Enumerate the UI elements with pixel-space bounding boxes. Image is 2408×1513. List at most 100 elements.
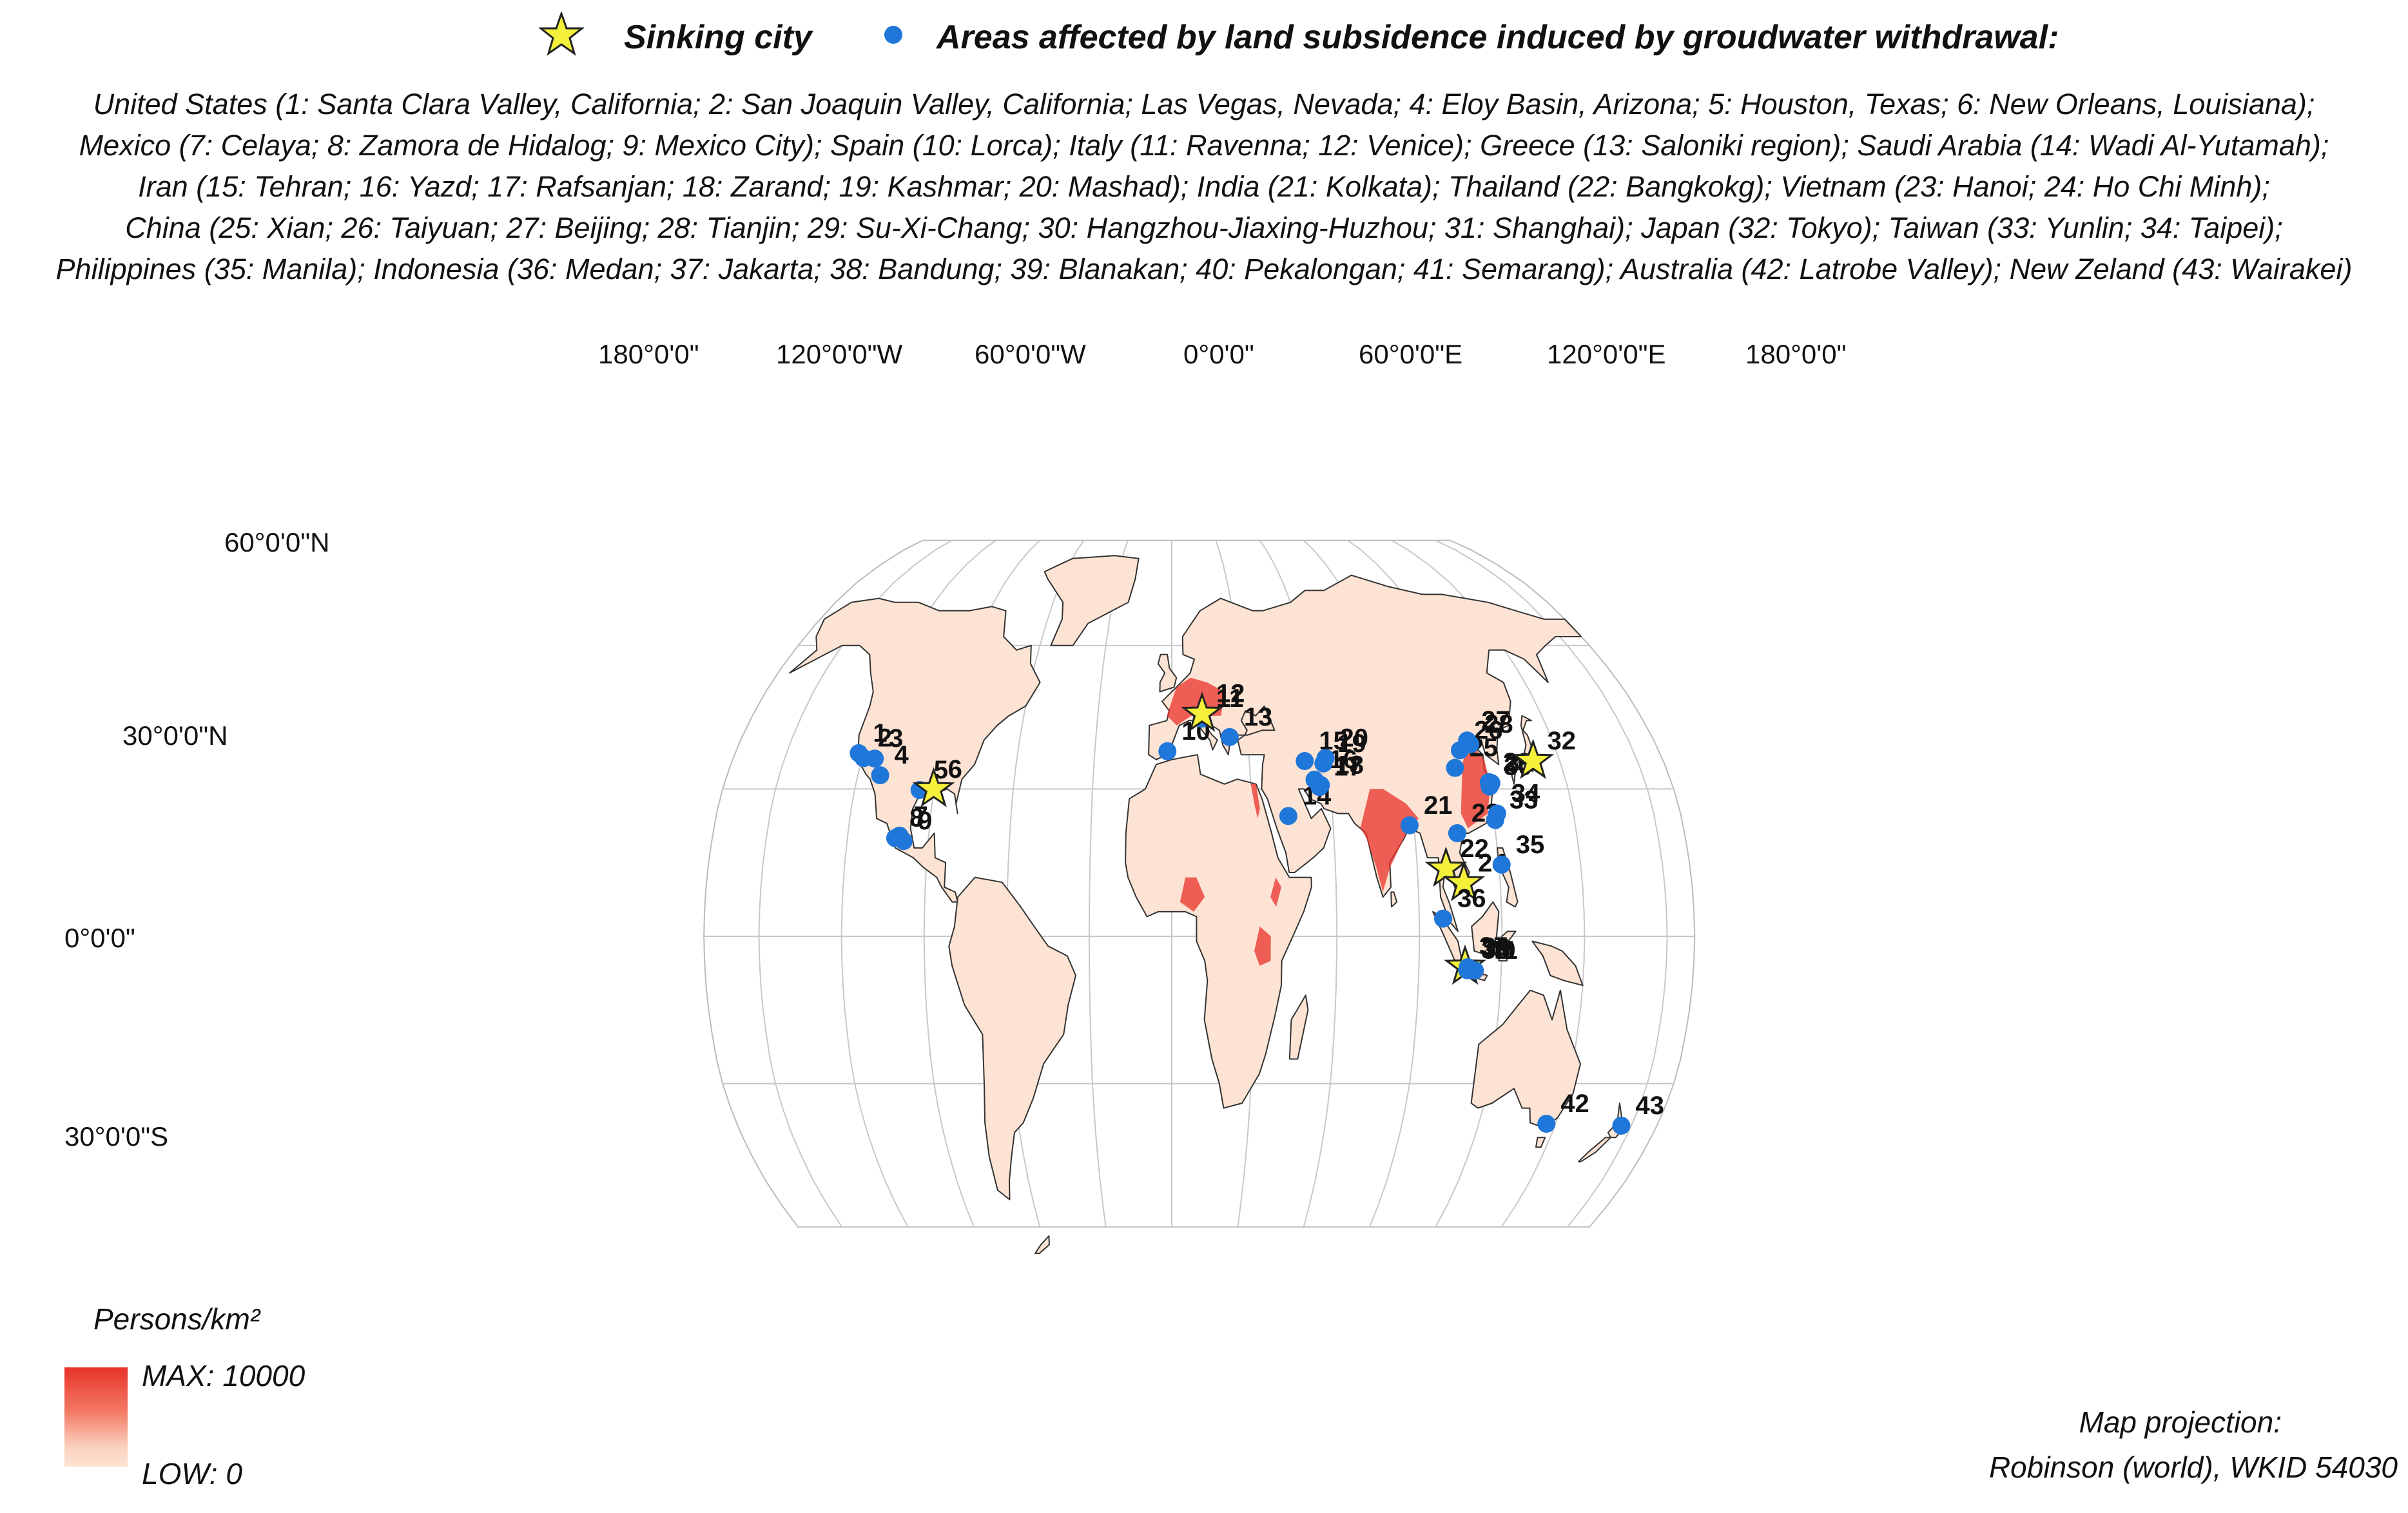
- subsidence-dot-icon: [1492, 855, 1511, 874]
- eurasia-landmass: [1148, 574, 1582, 932]
- ethiopia-density: [1270, 877, 1281, 907]
- site-number: 19: [1337, 729, 1366, 758]
- star-icon: [539, 12, 584, 56]
- site-marker: 4: [871, 741, 909, 785]
- site-marker: 36: [1434, 885, 1486, 928]
- subsidence-dot-icon: [1220, 728, 1239, 746]
- site-number: 6: [948, 755, 962, 784]
- site-number: 7: [914, 802, 928, 830]
- density-color-scale: [64, 1367, 128, 1467]
- subsidence-dot-icon: [1537, 1114, 1556, 1133]
- subsidence-dot-icon: [1466, 961, 1484, 980]
- longitude-label: 0°0'0": [1183, 339, 1254, 369]
- subsidence-dot-icon: [894, 832, 913, 851]
- sinking-city-star-icon: [1181, 691, 1223, 732]
- description-line: China (25: Xian; 26: Taiyuan; 27: Beijin…: [125, 211, 2283, 244]
- land-layer: [789, 555, 1628, 1255]
- site-number: 32: [1548, 727, 1577, 755]
- sinking-city-star-icon: [1442, 861, 1486, 901]
- site-number: 4: [895, 741, 909, 769]
- site-number: 8: [909, 804, 924, 833]
- subsidence-dot-icon: [1316, 749, 1335, 767]
- longitude-label: 60°0'0"E: [1359, 339, 1463, 369]
- subsidence-legend-label: Areas affected by land subsidence induce…: [937, 19, 2059, 56]
- projection-detail: Robinson (world), WKID 54030: [1988, 1450, 2398, 1484]
- scale-low-label: LOW: 0: [142, 1457, 242, 1490]
- description-line: Iran (15: Tehran; 16: Yazd; 17: Rafsanja…: [138, 170, 2270, 203]
- site-marker: 3: [866, 724, 903, 768]
- site-number: 20: [1340, 724, 1369, 752]
- new-zealand-south-landmass: [1578, 1137, 1611, 1162]
- site-number: 12: [1216, 680, 1245, 708]
- site-number: 33: [1510, 785, 1539, 814]
- site-number: 17: [1334, 753, 1363, 781]
- map-legend: Sinking city Areas affected by land subs…: [0, 0, 2408, 77]
- subsidence-dot-icon: [1279, 807, 1297, 825]
- borneo-landmass: [1471, 901, 1500, 957]
- east-china-density: [1461, 740, 1491, 829]
- site-number: 13: [1244, 703, 1273, 731]
- longitude-label: 180°0'0": [598, 339, 699, 369]
- africa-landmass: [1125, 754, 1312, 1109]
- site-marker: 6: [912, 755, 962, 807]
- site-marker: 43: [1612, 1092, 1664, 1135]
- site-marker: 42: [1537, 1090, 1589, 1133]
- site-marker: 28: [1461, 710, 1513, 754]
- latitude-label: 30°0'0"N: [122, 720, 228, 751]
- greenland-landmass: [1044, 555, 1140, 646]
- subsidence-dot-icon: [1488, 804, 1506, 823]
- site-marker: 35: [1492, 831, 1544, 874]
- site-number: 9: [918, 807, 932, 835]
- site-number: 38: [1481, 936, 1510, 965]
- site-marker: 39: [1459, 933, 1511, 976]
- site-number: 37: [1479, 932, 1508, 961]
- site-marker: 12: [1181, 680, 1245, 732]
- site-number: 21: [1424, 791, 1453, 820]
- site-marker: 32: [1511, 727, 1577, 780]
- tasmania-landmass: [1535, 1137, 1546, 1148]
- madagascar-landmass: [1288, 994, 1309, 1060]
- site-number: 34: [1511, 780, 1540, 808]
- site-marker: 25: [1446, 734, 1498, 777]
- nile-density: [1250, 784, 1260, 819]
- site-number: 2: [878, 724, 892, 752]
- north-america-landmass: [789, 597, 1041, 903]
- site-number: 1: [873, 719, 887, 747]
- scale-title: Persons/km²: [93, 1302, 260, 1336]
- site-number: 41: [1489, 936, 1518, 965]
- latitude-label: 0°0'0": [64, 923, 135, 953]
- subsidence-dot-icon: [1400, 816, 1419, 834]
- subsidence-dot-icon: [866, 749, 884, 768]
- australia-landmass: [1470, 989, 1581, 1128]
- site-marker: 21: [1400, 791, 1453, 834]
- site-marker: 41: [1466, 936, 1518, 980]
- subsidence-dot-icon: [1434, 909, 1453, 928]
- sri-lanka-landmass: [1390, 891, 1398, 908]
- east-africa-density: [1254, 926, 1271, 966]
- longitude-label: 180°0'0": [1745, 339, 1847, 369]
- site-number: 26: [1474, 716, 1503, 744]
- antarctica-edge-landmass: [1034, 1235, 1050, 1255]
- description-line: Philippines (35: Manila); Indonesia (36:…: [55, 253, 2353, 285]
- sulawesi-landmass: [1498, 930, 1517, 962]
- longitude-label: 120°0'0"W: [776, 339, 903, 369]
- site-marker: 23: [1448, 799, 1500, 843]
- subsidence-dot-icon: [1158, 742, 1177, 760]
- india-density: [1360, 789, 1419, 892]
- site-marker: 31: [1482, 749, 1534, 793]
- subsidence-dot-icon: [1612, 1116, 1631, 1135]
- great-britain-landmass: [1157, 653, 1178, 693]
- site-number: 18: [1335, 751, 1364, 779]
- site-marker: 38: [1458, 936, 1510, 979]
- site-marker: 20: [1316, 724, 1369, 767]
- site-marker: 9: [894, 807, 932, 851]
- site-description: United States (1: Santa Clara Valley, Ca…: [0, 84, 2408, 290]
- site-marker: 13: [1220, 703, 1273, 746]
- site-number: 42: [1560, 1090, 1589, 1118]
- projection-label: Map projection:: [2079, 1405, 2282, 1439]
- latitude-label: 30°0'0"S: [64, 1121, 169, 1152]
- subsidence-dot-icon: [1448, 824, 1466, 843]
- site-number: 40: [1487, 936, 1516, 965]
- sinking-city-star-icon: [1511, 738, 1555, 780]
